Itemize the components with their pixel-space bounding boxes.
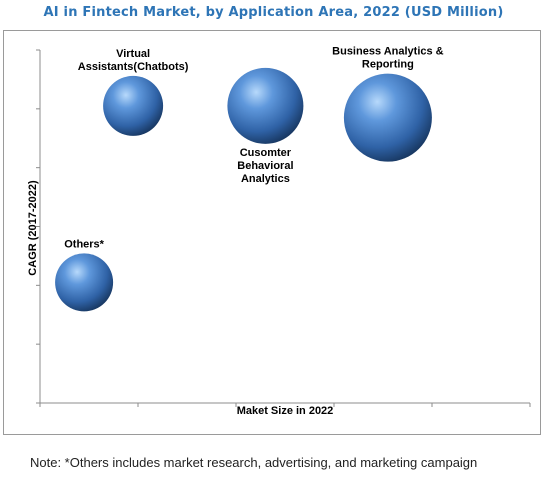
- bubble-label-line: Cusomter: [240, 147, 292, 159]
- bubble-label-line: Business Analytics &: [332, 46, 444, 58]
- bubble-label: Virtual Assistants(Chatbots): [78, 48, 189, 73]
- bubble-label: Cusomter Behavioral Analytics: [237, 147, 293, 185]
- bubble-label-line: Others*: [64, 238, 104, 250]
- bubble-label-line: Assistants(Chatbots): [78, 61, 189, 73]
- bubble-label-line: Analytics: [241, 173, 290, 185]
- chart-frame: [3, 30, 541, 435]
- x-axis-label: Maket Size in 2022: [237, 405, 334, 417]
- bubble-virtual-assistants-chatbots: [103, 75, 164, 136]
- bubble-label-line: Virtual: [116, 48, 150, 60]
- bubble-label: Others*: [64, 238, 104, 250]
- footnote: Note: *Others includes market research, …: [30, 455, 478, 470]
- bubble-label-line: Reporting: [362, 59, 414, 71]
- bubble-business-analytics-reporting: [343, 73, 432, 162]
- bubble-label-line: Behavioral: [237, 160, 293, 172]
- bubble-others: [55, 253, 114, 312]
- bubble-cusomter-behavioral-analytics: [227, 67, 304, 144]
- bubble-label: Business Analytics & Reporting: [332, 46, 444, 71]
- y-axis-label: CAGR (2017-2022): [27, 180, 39, 276]
- chart-title: AI in Fintech Market, by Application Are…: [43, 5, 504, 20]
